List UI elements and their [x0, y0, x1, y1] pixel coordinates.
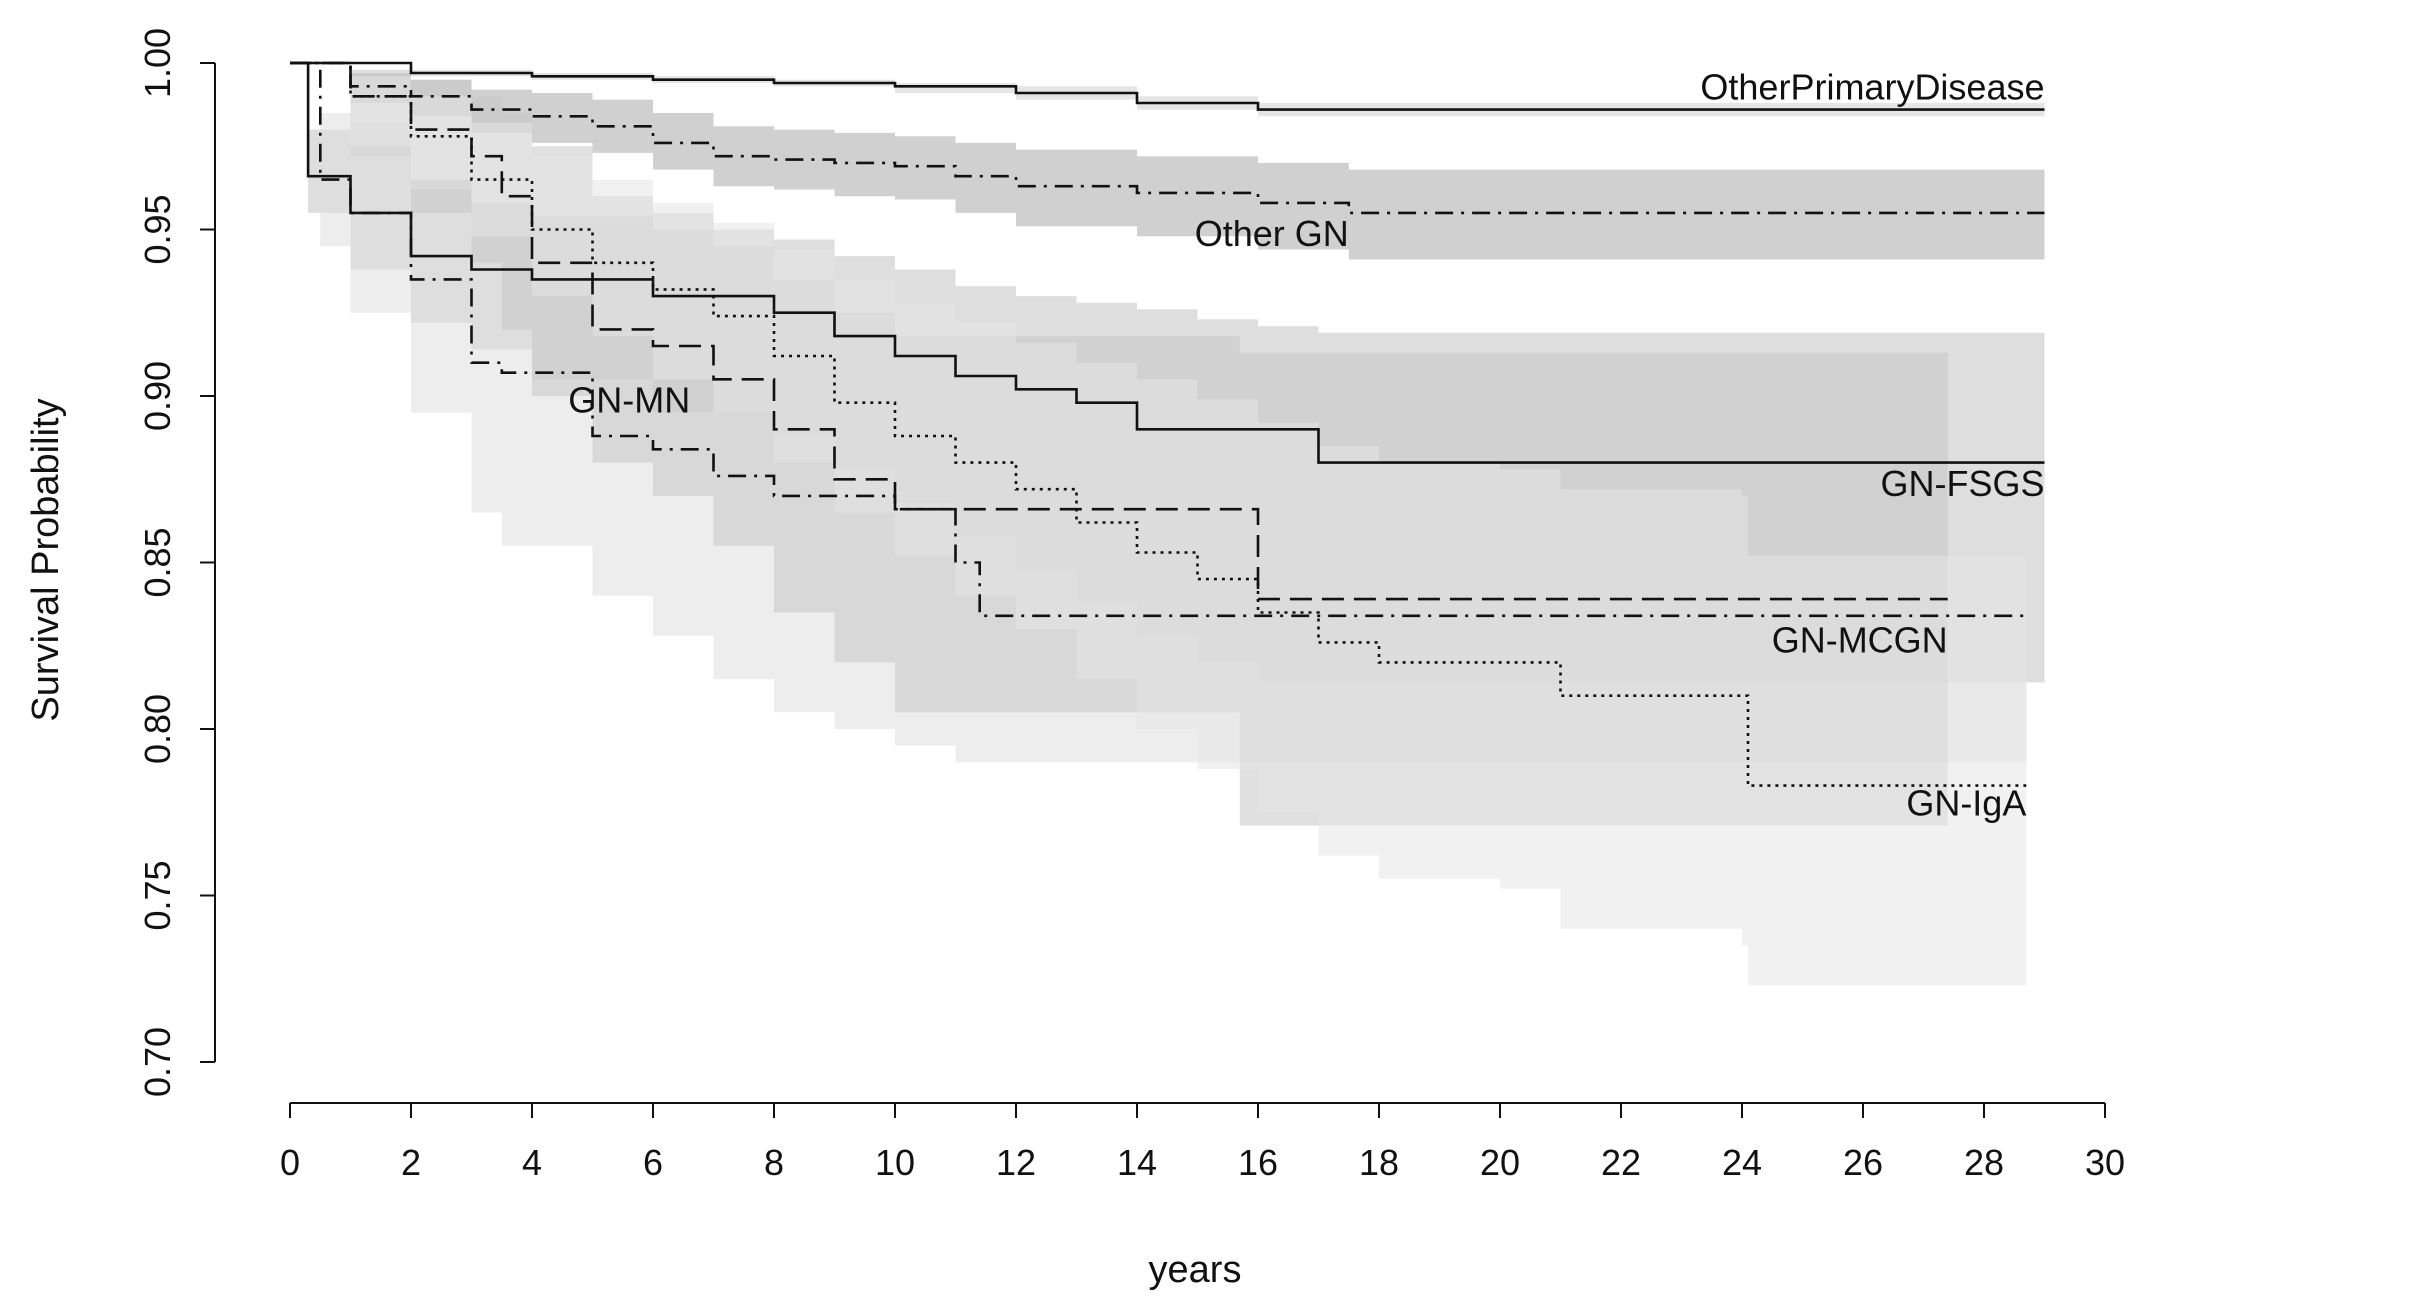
- curve-label: GN-FSGS: [1880, 463, 2044, 504]
- x-tick-label: 28: [1964, 1142, 2004, 1183]
- curve-label: GN-MN: [568, 380, 690, 421]
- x-axis-ticks: 0 2 4 6 8 10 12 14 16 18 20 22 24 26 28 30: [280, 1103, 2125, 1183]
- x-tick-label: 24: [1722, 1142, 1762, 1183]
- y-tick-label: 1.00: [137, 28, 178, 98]
- y-tick-label: 0.95: [137, 194, 178, 264]
- ci-band-1: [290, 63, 2045, 260]
- confidence-bands: [290, 63, 2045, 986]
- survival-curve-1: [290, 61, 2045, 215]
- x-tick-label: 8: [764, 1142, 784, 1183]
- x-tick-label: 2: [401, 1142, 421, 1183]
- x-tick-label: 14: [1117, 1142, 1157, 1183]
- x-tick-label: 4: [522, 1142, 542, 1183]
- axes: 0.700.750.800.850.900.951.00 0 2 4 6 8 10 12 14…: [137, 28, 2125, 1183]
- x-tick-label: 20: [1480, 1142, 1520, 1183]
- curve-label: OtherPrimaryDisease: [1700, 67, 2044, 108]
- y-tick-label: 0.85: [137, 527, 178, 597]
- x-tick-label: 12: [996, 1142, 1036, 1183]
- survival-curve-3: [290, 61, 2027, 618]
- curve-label: GN-MCGN: [1772, 619, 1948, 660]
- x-axis-label: years: [1149, 1249, 1242, 1291]
- x-tick-label: 10: [875, 1142, 915, 1183]
- x-tick-label: 22: [1601, 1142, 1641, 1183]
- y-tick-label: 0.90: [137, 361, 178, 431]
- x-tick-label: 6: [643, 1142, 663, 1183]
- curve-label: GN-IgA: [1906, 783, 2026, 824]
- survival-curve-0: [290, 61, 2045, 111]
- ci-band-5: [290, 63, 2027, 986]
- survival-curves: [290, 61, 2045, 787]
- y-axis-label: Survival Probability: [25, 398, 67, 721]
- x-tick-label: 26: [1843, 1142, 1883, 1183]
- survival-curve-2: [290, 61, 2045, 464]
- x-tick-label: 18: [1359, 1142, 1399, 1183]
- y-axis-ticks: 0.70 0.75 0.80 0.85 0.90 0.95 1.00: [137, 28, 215, 1097]
- survival-curve-4: [290, 61, 1948, 601]
- x-tick-label: 16: [1238, 1142, 1278, 1183]
- y-tick-label: 0.75: [137, 860, 178, 930]
- x-tick-label: 30: [2085, 1142, 2125, 1183]
- y-tick-label: 0.80: [137, 694, 178, 764]
- x-tick-label: 0: [280, 1142, 300, 1183]
- y-tick-label: 0.70: [137, 1027, 178, 1097]
- curve-labels: OtherPrimaryDisease Other GN GN-MN GN-FSGS G…: [568, 67, 2044, 824]
- curve-label: Other GN: [1195, 213, 1349, 254]
- ci-band-0: [290, 63, 2045, 117]
